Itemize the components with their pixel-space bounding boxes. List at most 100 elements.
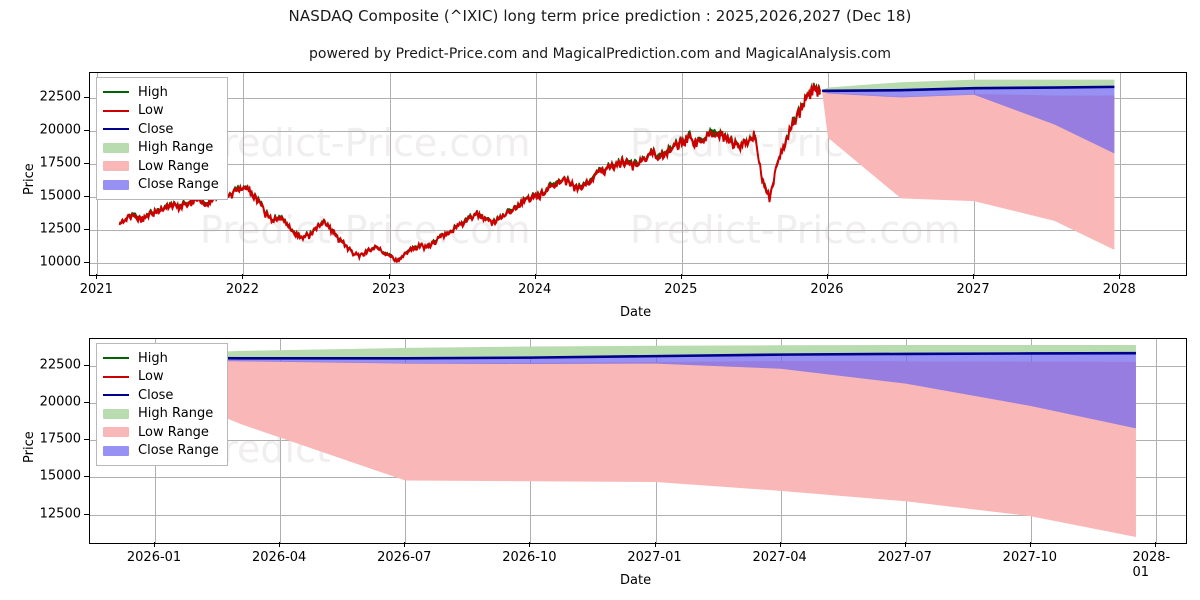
gridline-horizontal [90, 230, 1186, 232]
y-axis-tick-label: 15000 [39, 468, 81, 484]
legend-label: Close [138, 387, 174, 403]
x-axis-tick-label: 2026-10 [502, 550, 557, 565]
legend-item-high: High [103, 349, 219, 368]
legend-swatch-icon [103, 351, 129, 365]
x-axis-tick-label: 2026-04 [252, 550, 307, 565]
low-range-band [822, 91, 1115, 250]
x-axis-tick-label: 2027-04 [752, 550, 807, 565]
legend-swatch-icon [103, 178, 129, 192]
x-axis-tick-label: 2028-01 [1132, 550, 1171, 580]
page-subtitle: powered by Predict-Price.com and Magical… [309, 46, 891, 62]
chart-series-overlay [118, 79, 1115, 264]
y-axis-tick-label: 10000 [39, 254, 81, 270]
gridline-vertical [535, 73, 537, 275]
legend-item-high-range: High Range [103, 405, 219, 424]
page-title: NASDAQ Composite (^IXIC) long term price… [288, 7, 912, 25]
y-axis-tick-mark [84, 262, 89, 264]
legend-swatch-icon [103, 159, 129, 173]
legend-label: High [138, 84, 168, 100]
y-axis-tick-label: 15000 [39, 188, 81, 204]
y-axis-tick-mark [84, 439, 89, 441]
gridline-vertical [389, 73, 391, 275]
x-axis-tick-mark [973, 274, 975, 279]
legend-item-close: Close [103, 386, 219, 405]
legend-swatch-icon [103, 104, 129, 118]
gridline-vertical [1120, 73, 1122, 275]
gridline-horizontal [90, 131, 1186, 133]
x-axis-tick-label: 2028 [1102, 282, 1136, 297]
y-axis-tick-label: 20000 [39, 122, 81, 138]
x-axis-tick-label: 2026 [810, 282, 844, 297]
x-axis-tick-mark [1029, 542, 1031, 547]
x-axis-tick-label: 2027-10 [1002, 550, 1058, 565]
x-axis-tick-label: 2024 [518, 282, 552, 297]
x-axis-tick-label: 2026-07 [377, 550, 432, 565]
bottom-legend: High Low Close High Range Low Range Close Ran… [96, 343, 228, 466]
x-axis-tick-label: 2022 [225, 282, 259, 297]
x-axis-tick-label: 2023 [372, 282, 406, 297]
x-axis-tick-mark [388, 274, 390, 279]
forecast-close-line [822, 85, 1115, 93]
y-axis-tick-label: 12500 [39, 221, 81, 237]
legend-label: Close [138, 121, 174, 137]
close-range-band [822, 86, 1115, 154]
legend-item-high: High [103, 83, 219, 102]
gridline-horizontal [90, 197, 1186, 199]
legend-item-low-range: Low Range [103, 157, 219, 176]
legend-label: High Range [138, 406, 214, 422]
gridline-horizontal [90, 263, 1186, 265]
bottom-x-axis-label: Date [620, 573, 652, 588]
legend-item-low: Low [103, 368, 219, 387]
gridline-horizontal [90, 98, 1186, 100]
y-axis-tick-label: 12500 [39, 506, 81, 522]
y-axis-tick-label: 22500 [39, 89, 81, 105]
x-axis-tick-mark [654, 542, 656, 547]
legend-item-close-range: Close Range [103, 442, 219, 461]
x-axis-tick-mark [1119, 274, 1121, 279]
x-axis-tick-label: 2027-07 [877, 550, 932, 565]
legend-item-high-range: High Range [103, 139, 219, 158]
x-axis-tick-mark [779, 542, 781, 547]
y-axis-tick-mark [84, 130, 89, 132]
y-axis-tick-mark [84, 163, 89, 165]
y-axis-tick-label: 17500 [39, 431, 81, 447]
gridline-vertical [243, 73, 245, 275]
legend-label: Low Range [138, 158, 209, 174]
gridline-vertical [681, 73, 683, 275]
high-range-band [135, 344, 1136, 359]
top-chart-panel: Predict-Price.com Predict-Price.com Predic… [22, 72, 1187, 320]
y-axis-tick-mark [84, 229, 89, 231]
history-close-line [119, 82, 822, 263]
low-range-band [135, 358, 1136, 538]
y-axis-tick-label: 17500 [39, 155, 81, 171]
x-axis-tick-mark [154, 542, 156, 547]
legend-label: Low [138, 369, 164, 385]
x-axis-tick-mark [242, 274, 244, 279]
legend-label: High Range [138, 140, 214, 156]
legend-item-low-range: Low Range [103, 423, 219, 442]
legend-label: Close Range [138, 443, 219, 459]
top-legend: High Low Close High Range Low Range Close Ran… [96, 77, 228, 200]
legend-swatch-icon [103, 122, 129, 136]
top-plot-area: Predict-Price.com Predict-Price.com Predic… [89, 72, 1187, 276]
legend-swatch-icon [103, 370, 129, 384]
x-axis-tick-mark [96, 274, 98, 279]
y-axis-tick-label: 22500 [39, 357, 81, 373]
x-axis-tick-label: 2027 [956, 282, 990, 297]
x-axis-tick-label: 2027-01 [627, 550, 682, 565]
legend-swatch-icon [103, 85, 129, 99]
chart-series-overlay [135, 344, 1136, 538]
y-axis-tick-mark [84, 513, 89, 515]
top-x-axis-label: Date [620, 305, 652, 320]
y-axis-tick-mark [84, 476, 89, 478]
x-axis-tick-mark [826, 274, 828, 279]
x-axis-tick-label: 2025 [664, 282, 698, 297]
y-axis-tick-label: 20000 [39, 394, 81, 410]
legend-label: Close Range [138, 177, 219, 193]
x-axis-tick-mark [1154, 542, 1156, 547]
legend-label: Low [138, 103, 164, 119]
gridline-vertical [280, 339, 282, 543]
